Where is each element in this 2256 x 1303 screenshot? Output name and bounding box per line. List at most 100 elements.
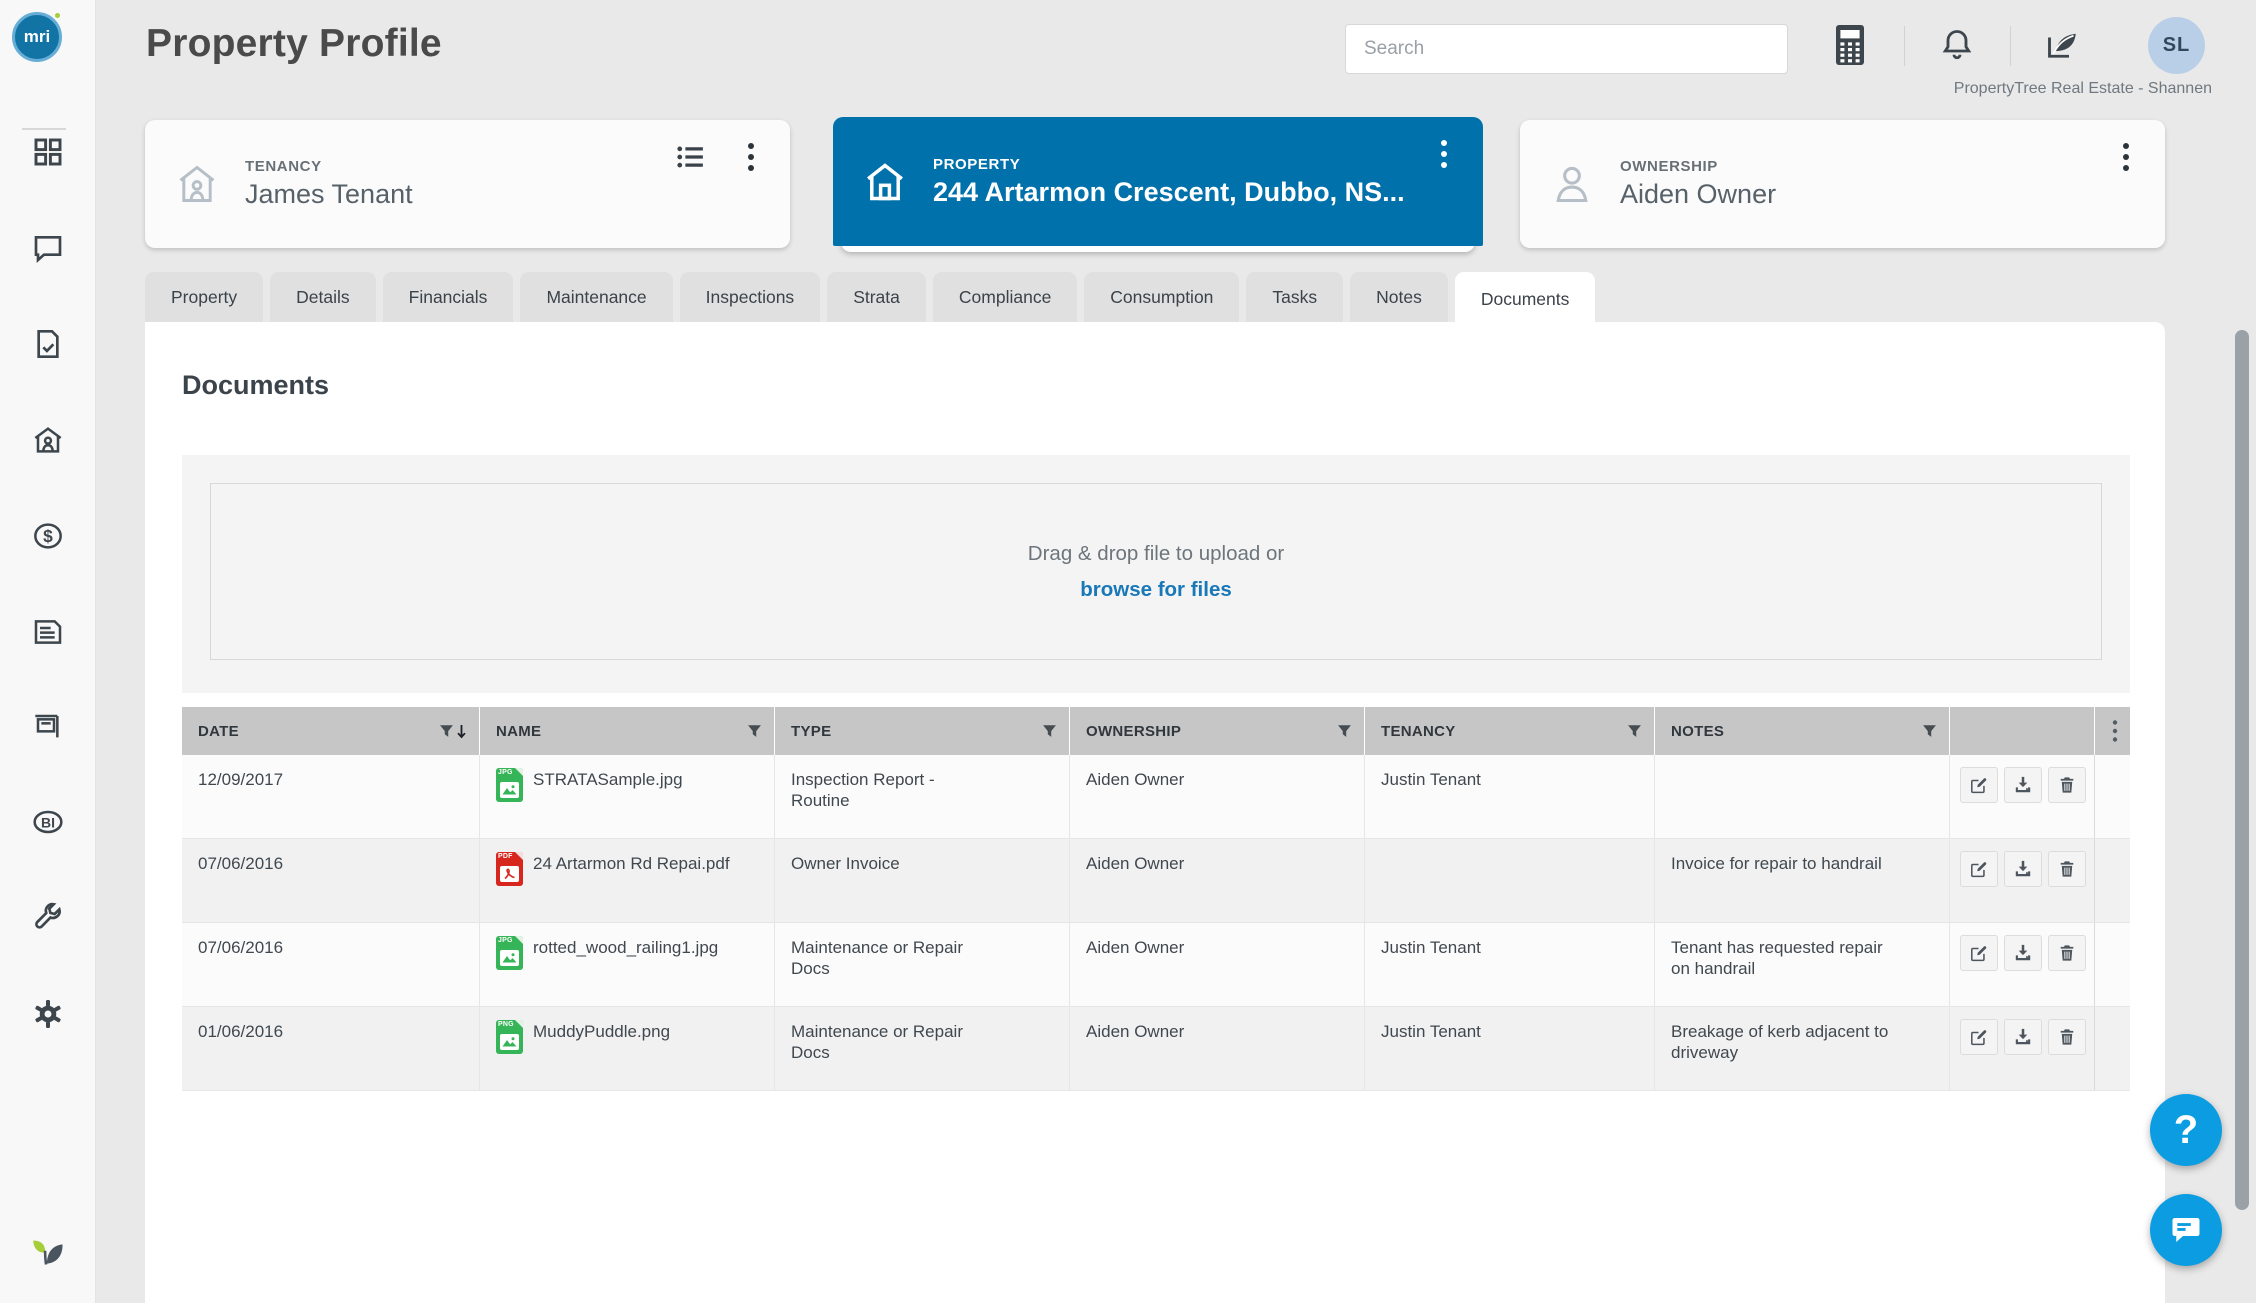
download-document-button[interactable]	[2004, 935, 2042, 971]
svg-text:$: $	[43, 526, 53, 546]
tenancy-menu-button[interactable]	[734, 140, 768, 174]
sidebar-item-propertytree[interactable]	[24, 1226, 68, 1270]
cell-notes: Tenant has requested repair on handrail	[1655, 923, 1950, 1006]
search-input[interactable]	[1346, 25, 1787, 73]
column-header-name[interactable]: NAME	[480, 707, 775, 755]
tenancy-card[interactable]: TENANCY James Tenant	[145, 120, 790, 248]
delete-document-button[interactable]	[2048, 767, 2086, 803]
avatar[interactable]: SL	[2148, 17, 2205, 74]
download-icon	[2015, 944, 2031, 961]
download-document-button[interactable]	[2004, 1019, 2042, 1055]
filter-icon[interactable]	[747, 724, 762, 739]
sidebar-item-reports[interactable]	[0, 606, 96, 658]
trash-icon	[2060, 945, 2074, 961]
property-menu-button[interactable]	[1427, 137, 1461, 171]
mri-logo[interactable]: mri	[12, 12, 62, 62]
filter-icon[interactable]	[1042, 724, 1057, 739]
table-row[interactable]: 07/06/2016 JPG rotted_wood_railing1.jpg	[182, 923, 2130, 1007]
mri-logo-text: mri	[23, 27, 51, 46]
tab-notes[interactable]: Notes	[1350, 272, 1448, 322]
tab-consumption[interactable]: Consumption	[1084, 272, 1240, 322]
column-header-type[interactable]: TYPE	[775, 707, 1070, 755]
sidebar-item-settings[interactable]	[0, 988, 96, 1040]
notifications-button[interactable]	[1934, 22, 1980, 68]
tab-tasks[interactable]: Tasks	[1246, 272, 1344, 322]
cell-row-options	[2095, 839, 2130, 922]
tab-compliance[interactable]: Compliance	[932, 272, 1078, 322]
tab-property[interactable]: Property	[145, 272, 264, 322]
column-header-date[interactable]: DATE	[182, 707, 480, 755]
column-header-tenancy[interactable]: TENANCY	[1365, 707, 1655, 755]
image-file-icon: JPG	[496, 768, 523, 802]
cell-actions	[1950, 923, 2095, 1006]
tab-documents[interactable]: Documents	[1454, 272, 1596, 327]
tab-financials[interactable]: Financials	[382, 272, 514, 322]
table-row[interactable]: 01/06/2016 PNG MuddyPuddle.png Mainte	[182, 1007, 2130, 1091]
property-card[interactable]: PROPERTY 244 Artarmon Crescent, Dubbo, N…	[833, 117, 1483, 246]
ownership-card[interactable]: OWNERSHIP Aiden Owner	[1520, 120, 2165, 248]
sidebar-item-dashboard[interactable]	[0, 126, 96, 178]
trash-icon	[2060, 861, 2074, 877]
calculator-button[interactable]	[1827, 22, 1873, 68]
edit-icon	[1971, 778, 1987, 794]
cell-name: JPG STRATASample.jpg	[480, 755, 775, 838]
kebab-menu-icon	[2123, 143, 2129, 171]
edit-document-button[interactable]	[1960, 851, 1998, 887]
sidebar-item-financials[interactable]: $	[0, 510, 96, 562]
cell-ownership: Aiden Owner	[1070, 923, 1365, 1006]
delete-document-button[interactable]	[2048, 1019, 2086, 1055]
help-button[interactable]: ?	[2150, 1094, 2222, 1166]
download-document-button[interactable]	[2004, 851, 2042, 887]
filter-icon[interactable]	[1627, 724, 1642, 739]
file-name[interactable]: rotted_wood_railing1.jpg	[533, 938, 719, 957]
sidebar-item-maintenance[interactable]	[0, 892, 96, 944]
file-name[interactable]: STRATASample.jpg	[533, 770, 683, 789]
browse-files-link[interactable]: browse for files	[1080, 577, 1232, 601]
sidebar-item-messages[interactable]	[0, 222, 96, 274]
sidebar-item-business-intelligence[interactable]: BI	[0, 796, 96, 848]
tab-inspections[interactable]: Inspections	[679, 272, 821, 322]
live-chat-button[interactable]	[2150, 1194, 2222, 1266]
table-row[interactable]: 12/09/2017 JPG STRATASample.jpg Inspe	[182, 755, 2130, 839]
ownership-card-name: Aiden Owner	[1620, 179, 1777, 209]
file-name[interactable]: MuddyPuddle.png	[533, 1022, 671, 1041]
edit-icon	[1971, 946, 1987, 962]
wrench-icon	[35, 902, 61, 929]
chat-bubble-icon	[34, 236, 62, 263]
filter-icon[interactable]	[1337, 724, 1352, 739]
edit-document-button[interactable]	[1960, 767, 1998, 803]
kebab-menu-icon	[748, 143, 754, 171]
tab-maintenance[interactable]: Maintenance	[520, 272, 673, 322]
column-header-notes[interactable]: NOTES	[1655, 707, 1950, 755]
filter-icon[interactable]	[439, 724, 454, 739]
tenancy-list-button[interactable]	[674, 140, 708, 174]
tab-details[interactable]: Details	[270, 272, 376, 322]
filter-icon[interactable]	[1922, 724, 1937, 739]
edit-document-button[interactable]	[1960, 1019, 1998, 1055]
download-icon	[2015, 776, 2031, 793]
cell-tenancy: Justin Tenant	[1365, 755, 1655, 838]
sidebar-item-tasks[interactable]	[0, 318, 96, 370]
propertytree-app-button[interactable]	[2040, 22, 2086, 68]
sidebar-item-property[interactable]	[0, 414, 96, 466]
file-dropzone[interactable]: Drag & drop file to upload or browse for…	[210, 483, 2102, 660]
column-header-actions	[1950, 707, 2095, 755]
table-row[interactable]: 07/06/2016 PDF 24 Artarmon Rd Repai.pdf	[182, 839, 2130, 923]
sidebar-item-listings[interactable]	[0, 700, 96, 752]
download-document-button[interactable]	[2004, 767, 2042, 803]
edit-document-button[interactable]	[1960, 935, 1998, 971]
kebab-menu-icon	[2112, 720, 2117, 742]
vertical-scrollbar[interactable]	[2235, 330, 2249, 1210]
column-header-ownership[interactable]: OWNERSHIP	[1070, 707, 1365, 755]
ownership-menu-button[interactable]	[2109, 140, 2143, 174]
edit-icon	[1971, 1030, 1987, 1046]
calculator-icon	[1836, 25, 1864, 65]
delete-document-button[interactable]	[2048, 851, 2086, 887]
table-options-button[interactable]	[2095, 707, 2130, 755]
grid-icon	[34, 138, 62, 166]
cell-notes: Invoice for repair to handrail	[1655, 839, 1950, 922]
cell-notes	[1655, 755, 1950, 838]
file-name[interactable]: 24 Artarmon Rd Repai.pdf	[533, 854, 730, 873]
tab-strata[interactable]: Strata	[827, 272, 926, 322]
delete-document-button[interactable]	[2048, 935, 2086, 971]
